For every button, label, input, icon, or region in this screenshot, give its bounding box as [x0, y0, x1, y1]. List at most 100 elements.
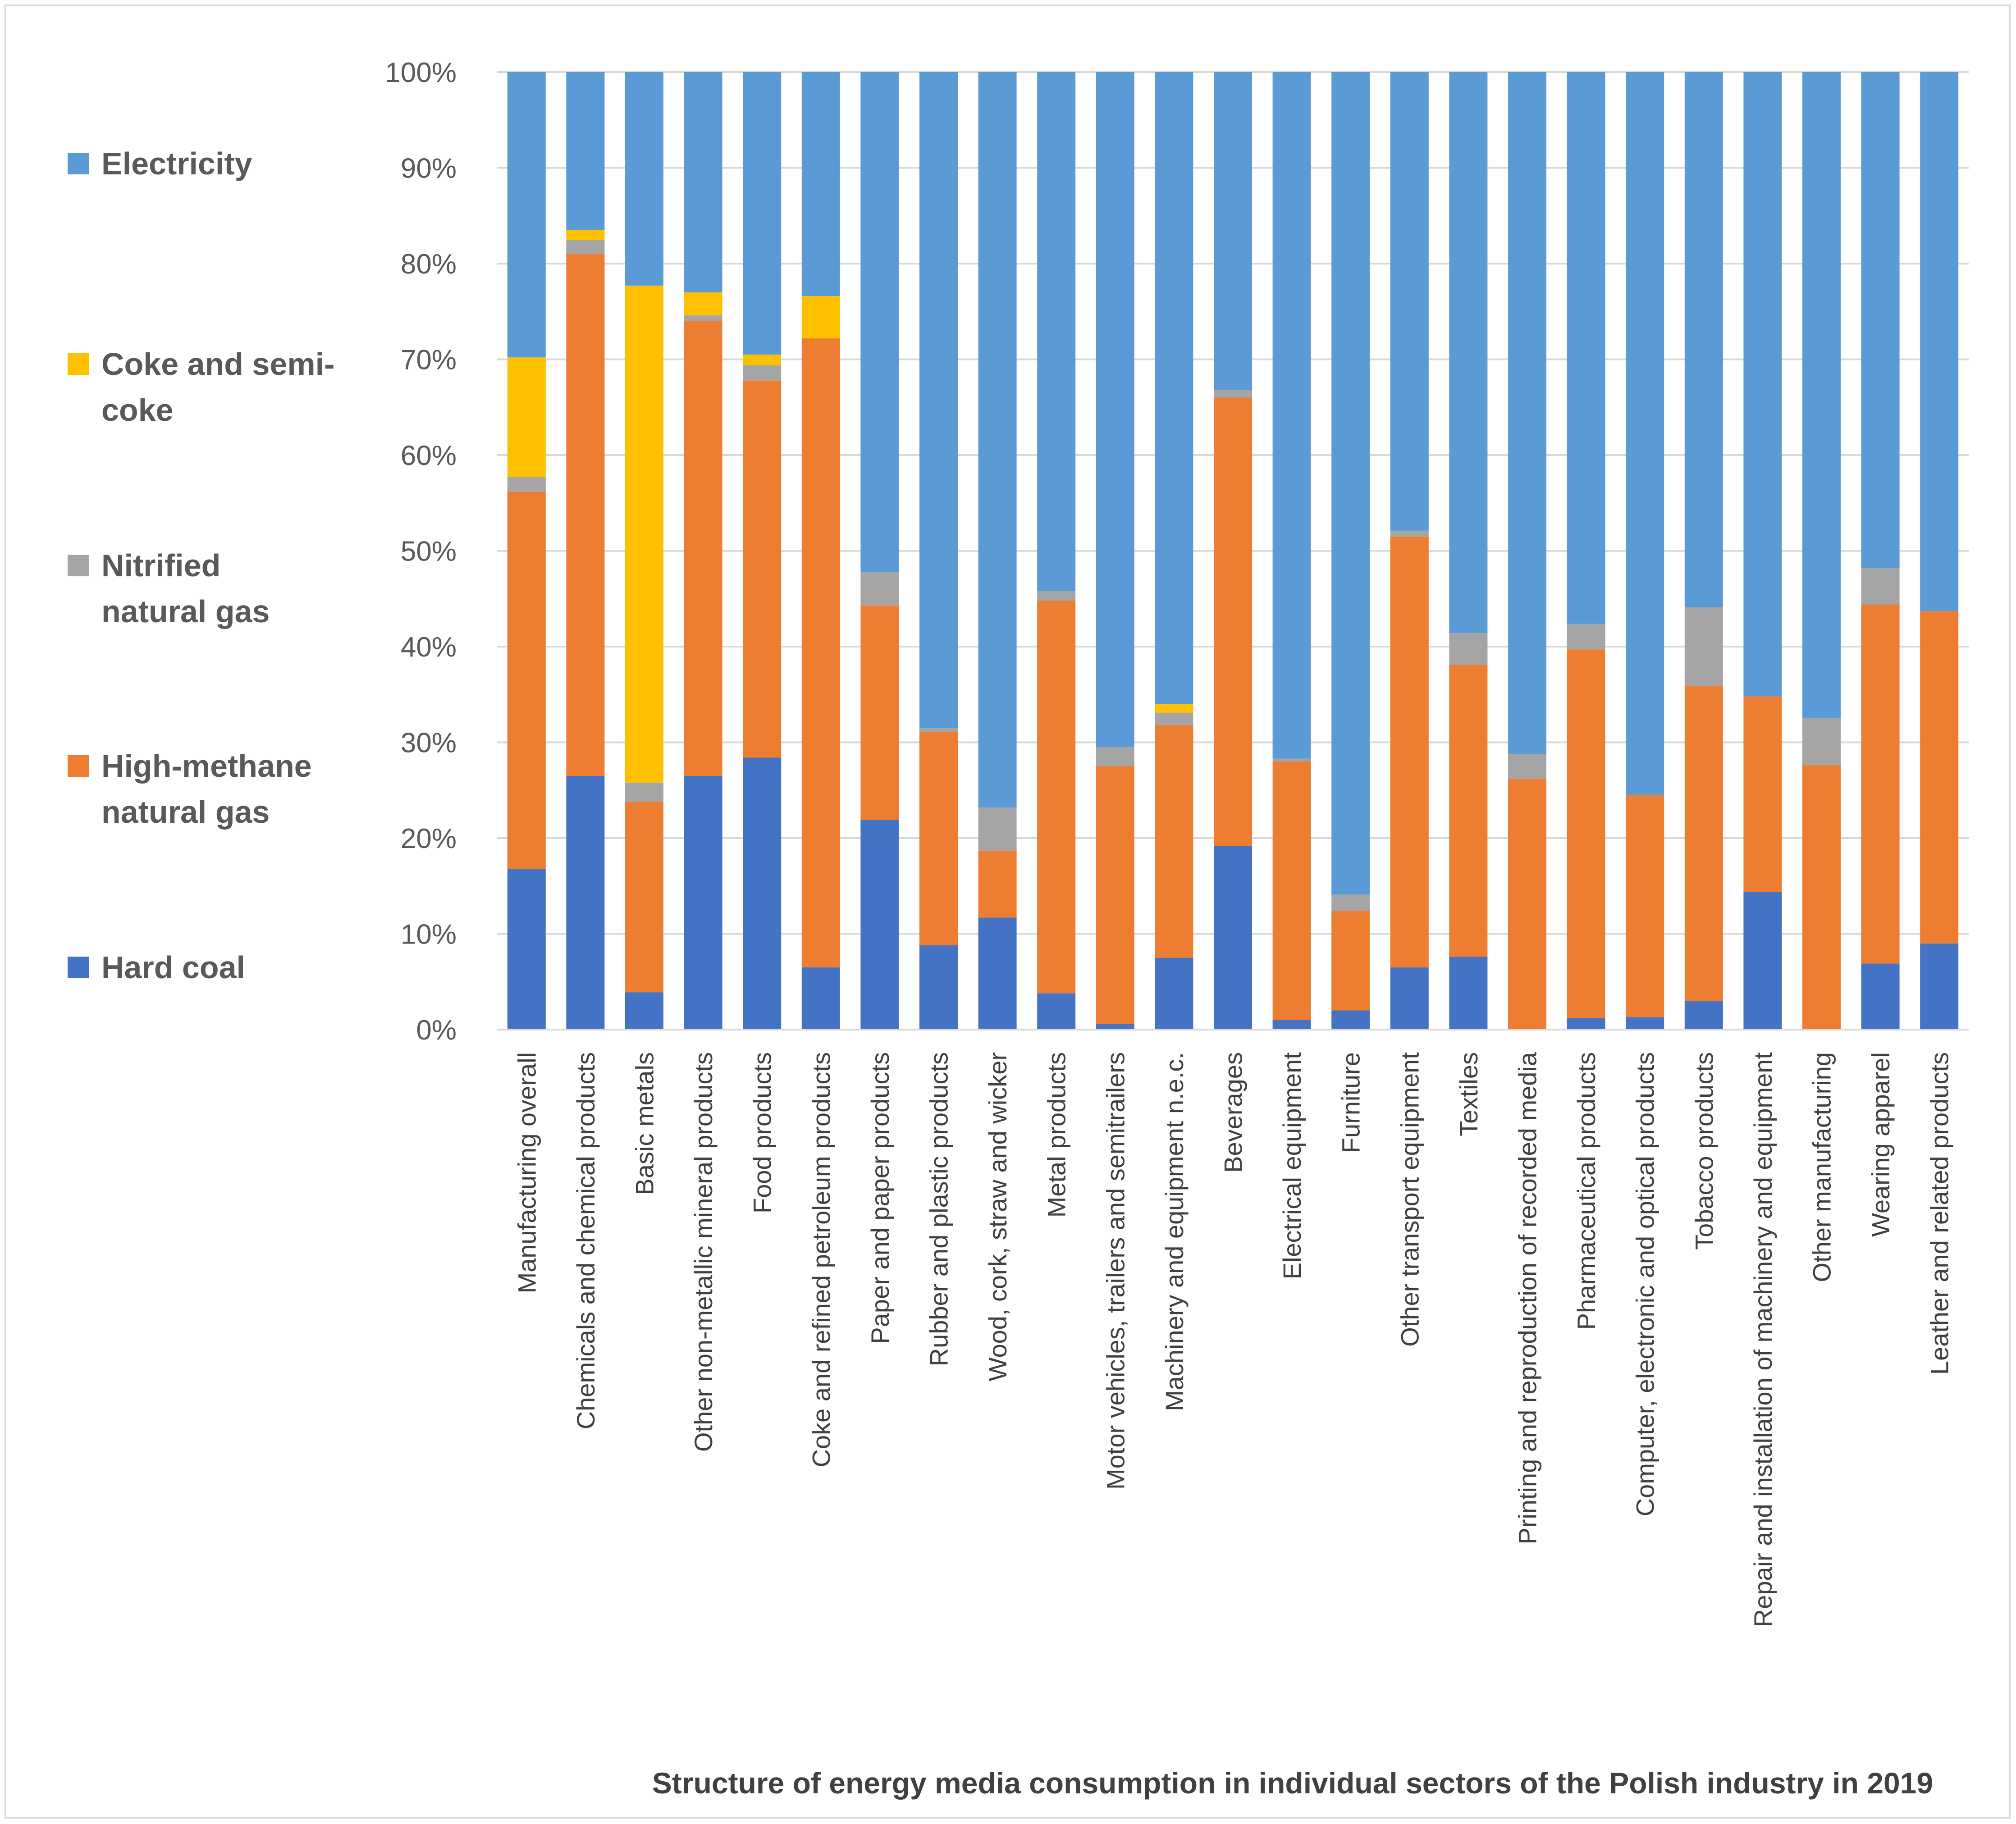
x-tick-label: Coke and refined petroleum products: [807, 1052, 835, 1467]
x-tick-label: Basic metals: [631, 1052, 659, 1195]
x-tick-label: Manufacturing overall: [512, 1052, 541, 1293]
bar-segment: High-methane natural gas: 10.4%: [1331, 911, 1370, 1011]
bar-segment: Electricity: 23%: [684, 72, 722, 292]
bar-segment: Hard coal: 14.4%: [1743, 892, 1782, 1030]
bar-segment: Electricity: 29.8%: [507, 72, 546, 358]
bar-segment: Electricity: 22.3%: [625, 72, 663, 286]
bar-segment: Electricity: 65.2%: [1743, 72, 1782, 697]
x-tick-label: Pharmaceutical products: [1572, 1052, 1600, 1330]
bar-segment: Hard coal: 3.8%: [1037, 993, 1076, 1030]
bar-segment: High-methane natural gas: 65.7%: [801, 338, 840, 967]
bar-segment: High-methane natural gas: 46.8%: [1214, 397, 1252, 846]
bar-segment: Nitrified natural gas: 0.6%: [684, 315, 722, 321]
bar-segment: Coke and semi-coke: 1.1%: [743, 354, 782, 365]
x-tick-label: Rubber and plastic products: [925, 1052, 953, 1366]
bar-segment: High-methane natural gas: 23.2%: [1626, 795, 1664, 1017]
x-tick-label: Beverages: [1219, 1052, 1248, 1173]
bar-segment: Hard coal: 1%: [1272, 1020, 1311, 1030]
bar-segment: Electricity: 85.9%: [1331, 72, 1370, 895]
bar-segment: High-methane natural gas: 45%: [1390, 536, 1429, 967]
legend-swatch: [68, 755, 89, 777]
bar-segment: Hard coal: 6.9%: [1861, 963, 1900, 1030]
x-tick-label: Repair and installation of machinery and…: [1749, 1052, 1777, 1628]
bar-segment: Hard coal: 7.5%: [1155, 958, 1193, 1030]
y-tick-label: 20%: [401, 823, 457, 854]
x-tick-label: Leather and related products: [1925, 1052, 1954, 1375]
bar-segment: Hard coal: 3%: [1684, 1001, 1723, 1030]
x-tick-label: Tobacco products: [1690, 1052, 1718, 1250]
bar-segment: Hard coal: 1.3%: [1626, 1017, 1664, 1030]
bar-segment: Electricity: 71.2%: [1508, 72, 1546, 754]
bar-segment: High-methane natural gas: 22.4%: [860, 605, 899, 820]
bar-segment: Hard coal: 7.6%: [1449, 957, 1488, 1030]
bar-segment: Electricity: 68.5%: [919, 72, 958, 728]
bar-segment: Coke and semi-coke: 0.9%: [1155, 704, 1193, 713]
bar-segment: Nitrified natural gas: 1.3%: [1155, 712, 1193, 725]
y-tick-label: 80%: [401, 249, 457, 280]
bar-segment: Electricity: 52.2%: [860, 72, 899, 572]
legend-label: High-methane: [101, 748, 312, 784]
chart-title: Structure of energy media consumption in…: [652, 1766, 1933, 1800]
bar-segment: Nitrified natural gas: 4.9%: [1802, 718, 1841, 766]
bar-segment: Electricity: 75.5%: [1626, 72, 1664, 795]
bar-segment: Hard coal: 11.7%: [978, 917, 1017, 1030]
bar-segment: Electricity: 33.2%: [1214, 72, 1252, 390]
bar-segment: Hard coal: 19.2%: [1214, 846, 1252, 1030]
legend-label: Nitrified: [101, 548, 220, 583]
bar-segment: High-methane natural gas: 26.9%: [1096, 766, 1134, 1024]
bar-segment: Nitrified natural gas: 4.5%: [978, 807, 1017, 851]
y-tick-label: 90%: [401, 153, 457, 184]
x-tick-label: Furniture: [1337, 1052, 1365, 1153]
bar-segment: Nitrified natural gas: 2.7%: [1567, 624, 1605, 650]
legend-label: Hard coal: [101, 950, 245, 985]
bar-segment: Hard coal: 21.9%: [860, 820, 899, 1030]
bars: Hard coal: 16.8%High-methane natural gas…: [507, 72, 1959, 1030]
bar-segment: High-methane natural gas: 32.9%: [1684, 686, 1723, 1001]
x-tick-label: Wood, cork, straw and wicker: [983, 1052, 1012, 1381]
bar-segment: Hard coal: 28.4%: [743, 757, 782, 1030]
bar-segment: High-methane natural gas: 22.3%: [919, 732, 958, 945]
bar-segment: Electricity: 51.8%: [1861, 72, 1900, 568]
y-tick-label: 100%: [385, 57, 457, 88]
bar-segment: Nitrified natural gas: 0.8%: [1214, 390, 1252, 398]
bar-segment: Hard coal: 8.8%: [919, 945, 958, 1030]
x-tick-label: Printing and reproduction of recorded me…: [1513, 1052, 1542, 1545]
bar-segment: Electricity: 66%: [1155, 72, 1193, 704]
bar-segment: Hard coal: 6.5%: [801, 967, 840, 1030]
legend-label-line2: coke: [101, 392, 174, 428]
bar-segment: Nitrified natural gas: 1.5%: [507, 477, 546, 492]
axes: 0% 10% 20% 30% 40% 50% 60% 70% 80% 90% 100% Manufac…: [385, 57, 1969, 1627]
y-tick-label: 60%: [401, 440, 457, 471]
bar-segment: Nitrified natural gas: 1.7%: [1331, 894, 1370, 911]
legend-swatch: [68, 153, 89, 174]
x-tick-label: Other transport equipment: [1395, 1052, 1424, 1347]
bar-segment: Electricity: 56.3%: [1920, 72, 1959, 611]
bar-segment: Nitrified natural gas: 2.6%: [1508, 754, 1546, 779]
bar-segment: Nitrified natural gas: 3.3%: [1449, 633, 1488, 665]
bar-segment: High-methane natural gas: 34.7%: [1920, 611, 1959, 944]
bar-segment: Electricity: 16.5%: [566, 72, 605, 230]
bar-segment: High-methane natural gas: 27.6%: [1802, 765, 1841, 1030]
legend-swatch: [68, 555, 89, 576]
y-tick-label: 0%: [416, 1015, 457, 1046]
legend: Electricity Coke and semi-coke Nitrified na…: [68, 146, 334, 985]
bar-segment: Nitrified natural gas: 0.3%: [1272, 758, 1311, 762]
y-tick-label: 50%: [401, 536, 457, 567]
bar-segment: Hard coal: 2%: [1331, 1010, 1370, 1030]
bar-segment: Electricity: 54.2%: [1037, 72, 1076, 591]
legend-label-line2: natural gas: [101, 794, 270, 830]
bar-segment: High-methane natural gas: 47.5%: [684, 321, 722, 776]
bar-segment: High-methane natural gas: 30.5%: [1449, 665, 1488, 957]
bar-segment: Coke and semi-coke: 4.4%: [801, 296, 840, 338]
x-tick-label: Other manufacturing: [1808, 1052, 1836, 1282]
bar-segment: High-methane natural gas: 38.5%: [1567, 649, 1605, 1018]
x-tick-label: Wearing apparel: [1866, 1052, 1895, 1237]
bar-segment: Electricity: 76.8%: [978, 72, 1017, 807]
y-tick-label: 10%: [401, 919, 457, 950]
x-tick-label: Electrical equipment: [1278, 1052, 1306, 1280]
bar-segment: Hard coal: 1.2%: [1567, 1018, 1605, 1030]
legend-label: Electricity: [101, 146, 252, 181]
bar-segment: Nitrified natural gas: 0.4%: [919, 728, 958, 732]
x-tick-label: Motor vehicles, trailers and semitrailer…: [1101, 1052, 1129, 1490]
